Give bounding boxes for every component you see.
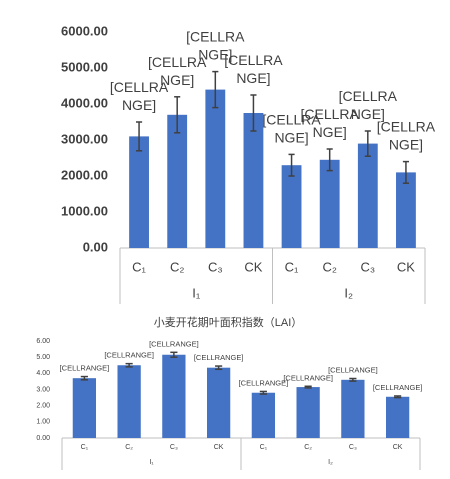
bar <box>117 365 141 438</box>
bar <box>396 172 416 248</box>
y-tick-label: 0.00 <box>83 239 108 254</box>
y-tick-label: 4.00 <box>36 370 50 377</box>
y-tick-label: 2000.00 <box>61 167 108 182</box>
bar <box>281 165 302 248</box>
y-tick-label: 6000.00 <box>61 23 108 38</box>
x-tick-label: C₃ <box>208 259 223 274</box>
y-tick-label: 2.00 <box>36 403 50 410</box>
x-tick-label: C₁ <box>132 259 146 274</box>
group-label: I₁ <box>149 459 154 466</box>
chart-title: 小麦开花期叶面积指数（LAI） <box>154 315 303 329</box>
y-tick-label: 3000.00 <box>61 131 108 146</box>
bar <box>167 114 188 248</box>
bar <box>129 136 149 248</box>
x-tick-label: C₂ <box>170 259 184 274</box>
x-tick-label: C₃ <box>170 444 178 451</box>
bar <box>357 143 378 248</box>
bar <box>296 387 320 438</box>
bar <box>341 379 365 438</box>
y-tick-label: 5.00 <box>36 354 50 361</box>
x-tick-label: CK <box>393 444 403 451</box>
bar <box>251 392 276 438</box>
bar <box>206 367 231 438</box>
data-label: [CELLRANGE] <box>194 353 244 362</box>
bar <box>72 378 97 438</box>
group-label: I₂ <box>344 285 353 300</box>
bar <box>385 396 410 438</box>
x-tick-label: C₂ <box>304 444 312 451</box>
bar <box>162 354 186 438</box>
x-tick-label: CK <box>214 444 224 451</box>
group-label: I₁ <box>192 285 201 300</box>
x-tick-label: CK <box>397 259 415 274</box>
x-tick-label: C₁ <box>81 444 89 451</box>
data-label: [CELLRANGE] <box>328 365 378 374</box>
y-tick-label: 1.00 <box>36 419 50 426</box>
data-label: [CELLRANGE] <box>373 383 423 392</box>
x-tick-label: CK <box>244 259 262 274</box>
x-tick-label: C₁ <box>285 259 299 274</box>
data-label: [CELLRANGE] <box>239 378 289 387</box>
data-label: [CELLRANGE] <box>60 364 110 373</box>
y-tick-label: 4000.00 <box>61 95 108 110</box>
x-tick-label: C₃ <box>349 444 357 451</box>
x-tick-label: C₁ <box>260 444 268 451</box>
bar <box>205 89 226 248</box>
bar <box>319 159 340 248</box>
data-label: [CELLRANGE] <box>149 339 199 348</box>
y-tick-label: 1000.00 <box>61 203 108 218</box>
group-label: I₂ <box>328 459 333 466</box>
x-tick-label: C₃ <box>360 259 375 274</box>
y-tick-label: 3.00 <box>36 386 50 393</box>
x-tick-label: C₂ <box>125 444 133 451</box>
data-label: [CELLRANGE] <box>104 351 154 360</box>
x-tick-label: C₂ <box>322 259 336 274</box>
bar <box>243 113 264 248</box>
y-tick-label: 0.00 <box>36 435 50 442</box>
y-tick-label: 6.00 <box>36 338 50 345</box>
y-tick-label: 5000.00 <box>61 59 108 74</box>
data-label: [CELLRANGE] <box>283 373 333 382</box>
